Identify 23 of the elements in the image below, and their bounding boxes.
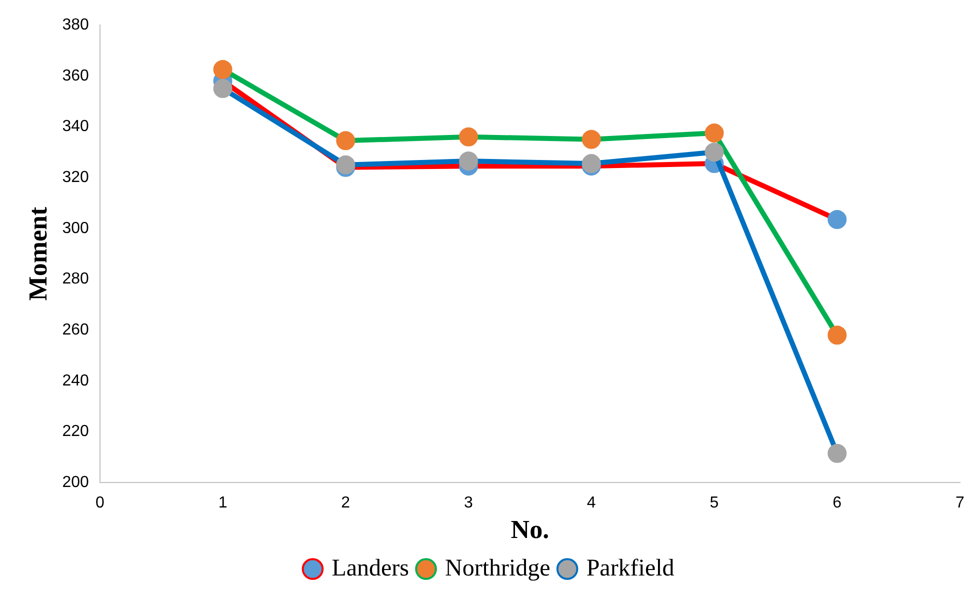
y-tick-label: 240: [62, 372, 89, 390]
y-tick-label: 320: [62, 168, 89, 186]
y-tick-label: 200: [62, 474, 89, 492]
x-tick-label: 7: [956, 494, 965, 512]
x-tick-label: 0: [95, 494, 104, 512]
legend-label: Northridge: [445, 555, 550, 582]
y-tick-label: 220: [62, 423, 89, 440]
x-axis-title: No.: [510, 515, 550, 544]
x-tick-label: 3: [464, 494, 474, 512]
y-tick-label: 280: [62, 270, 89, 288]
y-axis-title: Moment: [23, 206, 52, 301]
legend-label: Landers: [332, 555, 410, 582]
y-tick-label: 300: [62, 220, 89, 237]
x-tick-label: 5: [710, 494, 719, 512]
legend-label: Parkfield: [586, 555, 674, 582]
x-tick-label: 4: [586, 494, 596, 512]
y-tick-label: 340: [62, 118, 89, 136]
x-tick-label: 2: [341, 494, 350, 512]
y-tick-label: 380: [62, 16, 89, 34]
x-tick-label: 1: [218, 494, 228, 512]
x-tick-label: 6: [832, 494, 842, 512]
y-tick-label: 260: [62, 321, 89, 338]
y-tick-label: 360: [62, 67, 89, 84]
